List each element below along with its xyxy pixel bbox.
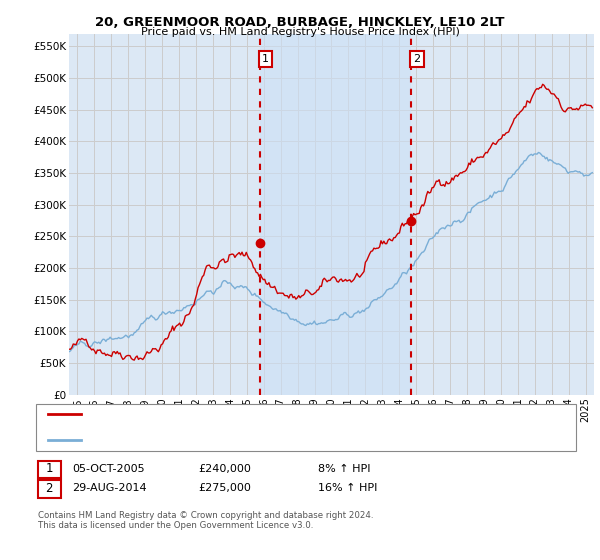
Text: 05-OCT-2005: 05-OCT-2005 bbox=[72, 464, 145, 474]
Text: 20, GREENMOOR ROAD, BURBAGE, HINCKLEY, LE10 2LT (detached house): 20, GREENMOOR ROAD, BURBAGE, HINCKLEY, L… bbox=[87, 409, 455, 419]
Text: 1: 1 bbox=[262, 54, 269, 64]
Text: 8% ↑ HPI: 8% ↑ HPI bbox=[318, 464, 371, 474]
Text: 1: 1 bbox=[46, 462, 53, 475]
Text: HPI: Average price, detached house, Hinckley and Bosworth: HPI: Average price, detached house, Hinc… bbox=[87, 435, 386, 445]
Text: £240,000: £240,000 bbox=[198, 464, 251, 474]
Text: 16% ↑ HPI: 16% ↑ HPI bbox=[318, 483, 377, 493]
Text: £275,000: £275,000 bbox=[198, 483, 251, 493]
Bar bbox=[260, 34, 410, 395]
Text: 2: 2 bbox=[413, 54, 420, 64]
Text: 20, GREENMOOR ROAD, BURBAGE, HINCKLEY, LE10 2LT: 20, GREENMOOR ROAD, BURBAGE, HINCKLEY, L… bbox=[95, 16, 505, 29]
Text: Price paid vs. HM Land Registry's House Price Index (HPI): Price paid vs. HM Land Registry's House … bbox=[140, 27, 460, 37]
Text: 2: 2 bbox=[46, 482, 53, 495]
Text: Contains HM Land Registry data © Crown copyright and database right 2024.
This d: Contains HM Land Registry data © Crown c… bbox=[38, 511, 373, 530]
Text: 29-AUG-2014: 29-AUG-2014 bbox=[72, 483, 146, 493]
